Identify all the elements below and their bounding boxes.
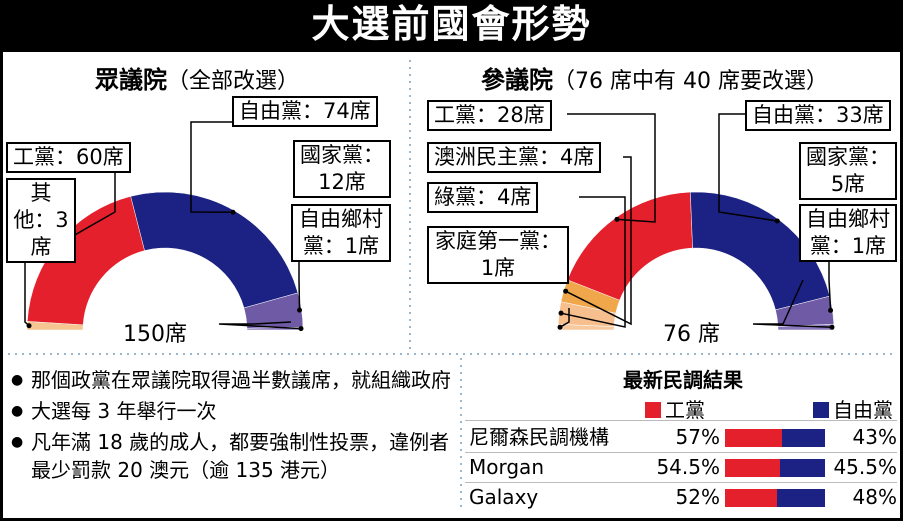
house-subtitle: （全部改選） xyxy=(167,69,300,94)
leader-dot xyxy=(828,307,834,313)
leader-line xyxy=(718,113,778,222)
leader-dot xyxy=(774,218,780,224)
leader-dot xyxy=(829,324,835,330)
house-label-clp: 自由鄉村黨：1席 xyxy=(291,204,391,262)
senate-subtitle: （76 席中有 40 席要改選） xyxy=(553,69,828,94)
poll-labor-value: 54.5% xyxy=(656,455,720,479)
house-label-national: 國家黨：12席 xyxy=(293,140,391,198)
leader-dot xyxy=(558,310,564,316)
bar-segment-liberal xyxy=(779,459,825,477)
slice-自由黨 xyxy=(690,191,831,311)
poll-labor-value: 57% xyxy=(675,425,720,449)
content-panel: 眾議院（全部改選） 參議院（76 席中有 40 席要改選） 自由黨：74席 工黨… xyxy=(3,52,900,518)
house-label-liberal: 自由黨：74席 xyxy=(232,96,378,127)
house-title: 眾議院 xyxy=(95,65,167,94)
senate-label-national: 國家黨：5席 xyxy=(799,142,897,200)
note-item: 那個政黨在眾議院取得過半數議席，就組織政府 xyxy=(11,366,461,394)
charts-canvas xyxy=(8,60,895,512)
slice-自由黨 xyxy=(130,191,299,309)
legend-liberal: 自由黨 xyxy=(813,394,893,423)
poll-name: Morgan xyxy=(469,455,544,479)
poll-row: Morgan 54.5% 45.5% xyxy=(465,453,897,481)
leader-dot xyxy=(614,216,620,222)
leader-line xyxy=(567,113,656,223)
legend-liberal-label: 自由黨 xyxy=(833,398,893,422)
house-header: 眾議院（全部改選） xyxy=(95,60,299,95)
house-total: 150席 xyxy=(123,322,187,347)
poll-bar xyxy=(725,489,825,507)
poll-row: Galaxy 52% 48% xyxy=(465,483,897,511)
senate-label-liberal: 自由黨：33席 xyxy=(745,100,891,131)
poll-name: 尼爾森民調機構 xyxy=(469,425,609,449)
senate-label-greens: 綠黨：4席 xyxy=(427,182,539,213)
row-divider xyxy=(465,452,897,453)
slice-工黨 xyxy=(567,191,693,301)
leader-line xyxy=(59,170,116,244)
leader-line xyxy=(218,321,302,330)
poll-row: 尼爾森民調機構 57% 43% xyxy=(465,423,897,451)
house-label-others: 其他：3席 xyxy=(6,178,76,263)
legend-swatch-liberal xyxy=(813,402,829,418)
bar-segment-liberal xyxy=(782,429,825,447)
poll-labor-value: 52% xyxy=(675,485,720,509)
senate-label-labor: 工黨：28席 xyxy=(427,100,552,131)
bar-segment-labor xyxy=(725,429,782,447)
row-divider xyxy=(465,420,897,421)
senate-label-family-first: 家庭第一黨：1席 xyxy=(427,226,569,284)
note-item: 大選每 3 年舉行一次 xyxy=(11,397,461,425)
leader-lines xyxy=(24,113,835,332)
leader-dot xyxy=(297,307,303,313)
house-label-labor: 工黨：60席 xyxy=(6,142,131,173)
leader-dot xyxy=(563,288,569,294)
leader-line xyxy=(560,196,626,328)
senate-total: 76 席 xyxy=(663,322,720,347)
senate-half-donut xyxy=(557,191,835,331)
row-divider xyxy=(465,482,897,483)
poll-liberal-value: 45.5% xyxy=(833,455,897,479)
senate-label-clp: 自由鄉村黨：1席 xyxy=(799,204,897,262)
senate-label-democrats: 澳洲民主黨：4席 xyxy=(427,142,602,173)
notes-list: 那個政黨在眾議院取得過半數議席，就組織政府 大選每 3 年舉行一次 凡年滿 18… xyxy=(11,366,461,487)
page-title: 大選前國會形勢 xyxy=(311,2,592,46)
note-item: 凡年滿 18 歲的成人，都要強制性投票，違例者最少罰款 20 澳元（逾 135 … xyxy=(11,428,461,484)
poll-title: 最新民調結果 xyxy=(623,368,743,392)
leader-dot xyxy=(557,324,563,330)
leader-dot xyxy=(298,326,304,332)
leader-dot xyxy=(26,323,32,329)
poll-name: Galaxy xyxy=(469,485,539,509)
leader-line xyxy=(565,156,632,326)
bar-segment-labor xyxy=(725,489,777,507)
poll-bar xyxy=(725,429,825,447)
leader-dot xyxy=(230,209,236,215)
bar-segment-liberal xyxy=(777,489,825,507)
senate-header: 參議院（76 席中有 40 席要改選） xyxy=(481,60,828,95)
leader-line xyxy=(752,279,833,328)
poll-bar xyxy=(725,459,825,477)
legend-labor: 工黨 xyxy=(645,394,705,423)
legend-labor-label: 工黨 xyxy=(665,398,705,422)
senate-title: 參議院 xyxy=(481,65,553,94)
poll-liberal-value: 48% xyxy=(852,485,897,509)
bar-segment-labor xyxy=(725,459,780,477)
leader-line xyxy=(559,308,570,328)
leader-line xyxy=(190,121,234,213)
house-half-donut xyxy=(26,191,304,331)
legend-swatch-labor xyxy=(645,402,661,418)
poll-liberal-value: 43% xyxy=(852,425,897,449)
